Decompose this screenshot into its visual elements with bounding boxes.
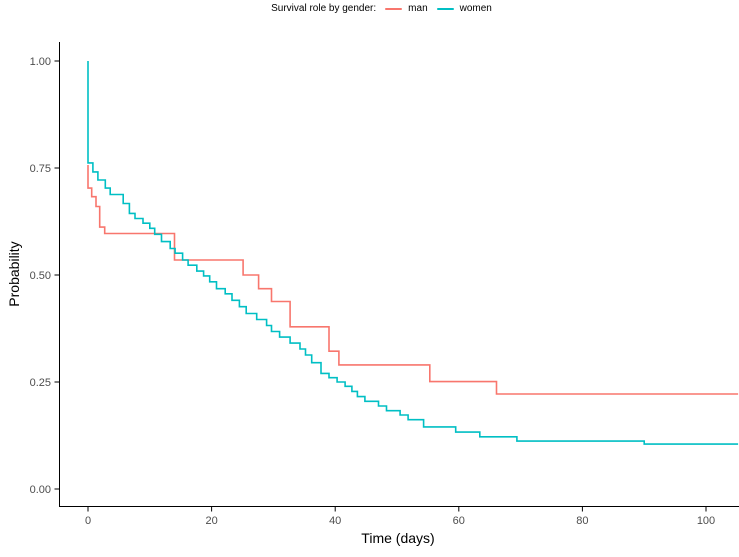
survival-curve-man	[87, 165, 739, 395]
x-tick-label: 80	[576, 515, 588, 527]
legend-item-women: women	[436, 3, 492, 14]
women-line-key-icon	[436, 7, 454, 10]
x-tick-label: 60	[453, 515, 465, 527]
man-line-key-icon	[385, 7, 403, 10]
x-tick-label: 20	[205, 515, 217, 527]
legend-label-man: man	[408, 3, 428, 14]
legend-label-women: women	[459, 3, 492, 14]
y-tick-label: 0.00	[30, 484, 51, 496]
x-tick-label: 0	[85, 515, 91, 527]
y-tick-label: 1.00	[30, 56, 51, 68]
x-axis-title: Time (days)	[361, 530, 435, 546]
x-tick-label: 40	[329, 515, 341, 527]
legend-title: Survival role by gender:	[271, 3, 377, 14]
y-tick-label: 0.50	[30, 270, 51, 282]
y-tick-label: 0.25	[30, 377, 51, 389]
y-axis-title: Probability	[6, 241, 22, 307]
legend: Survival role by gender: man women	[0, 3, 739, 14]
x-tick-label: 100	[697, 515, 715, 527]
survival-curve-women	[87, 61, 739, 445]
y-tick-label: 0.75	[30, 163, 51, 175]
legend-item-man: man	[385, 3, 428, 14]
